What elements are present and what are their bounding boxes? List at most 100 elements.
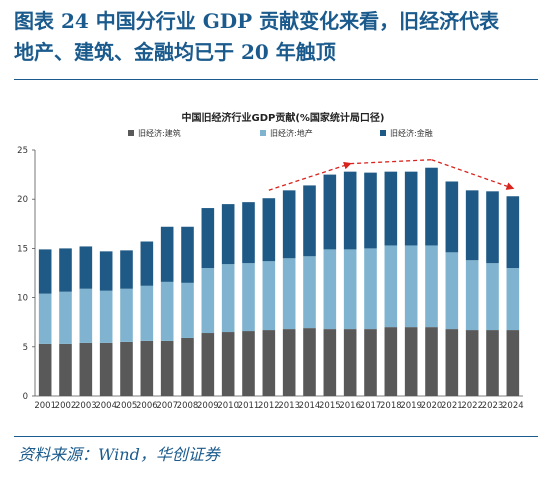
legend-swatch — [128, 130, 134, 136]
bar-segment-finance — [79, 246, 93, 289]
bar-segment-real-estate — [404, 245, 418, 328]
bar-segment-finance — [242, 202, 255, 264]
x-tick-label: 2004 — [95, 401, 117, 411]
bar-segment-real-estate — [99, 290, 113, 343]
bar-segment-real-estate — [262, 261, 276, 331]
bar-segment-finance — [465, 190, 479, 261]
x-tick-label: 2016 — [339, 401, 361, 411]
bar-segment-construction — [221, 332, 235, 396]
bar-segment-real-estate — [282, 258, 296, 330]
x-tick-label: 2019 — [400, 401, 422, 411]
x-tick-label: 2006 — [136, 401, 158, 411]
bar-segment-construction — [303, 328, 316, 396]
bar-segment-construction — [323, 329, 337, 396]
bar-segment-finance — [384, 171, 398, 246]
bar-segment-finance — [343, 171, 357, 250]
bar-segment-finance — [140, 241, 154, 286]
y-tick-label: 20 — [17, 195, 28, 205]
chart-title: 中国旧经济行业GDP贡献(%国家统计局口径) — [182, 111, 385, 124]
bar-segment-construction — [425, 327, 438, 396]
bar-segment-finance — [201, 208, 215, 269]
x-tick-label: 2024 — [502, 401, 524, 411]
bar-segment-real-estate — [79, 288, 93, 343]
x-tick-label: 2023 — [482, 401, 504, 411]
bar-segment-construction — [364, 329, 377, 396]
bar-segment-finance — [425, 167, 438, 246]
bar-segment-real-estate — [303, 256, 316, 329]
x-tick-label: 2020 — [421, 401, 443, 411]
x-tick-label: 2011 — [238, 401, 260, 411]
bar-segment-construction — [99, 342, 113, 396]
x-tick-label: 2003 — [75, 401, 97, 411]
x-tick-label: 2021 — [441, 401, 463, 411]
figure-title-line1: 图表 24 中国分行业 GDP 贡献变化来看，旧经济代表 — [14, 9, 500, 33]
x-tick-label: 2018 — [380, 401, 402, 411]
legend-label: 旧经济:地产 — [270, 128, 313, 138]
bar-segment-real-estate — [364, 248, 377, 330]
y-axis: 0 5 10 15 20 25 — [17, 146, 36, 402]
bar-segment-finance — [506, 196, 520, 269]
figure-title-line2: 地产、建筑、金融均已于 20 年触顶 — [14, 40, 336, 64]
bar-segment-construction — [38, 343, 52, 396]
bar-segment-construction — [262, 330, 276, 396]
source-divider — [14, 436, 538, 437]
bar-segment-construction — [343, 329, 357, 396]
trend-arrow-up — [268, 161, 352, 191]
chart-legend: 旧经济:建筑 旧经济:地产 旧经济:金融 — [128, 128, 433, 138]
bar-segment-real-estate — [181, 282, 194, 338]
bar-segment-real-estate — [323, 249, 337, 330]
x-tick-label: 2009 — [197, 401, 219, 411]
bar-segment-construction — [181, 337, 194, 396]
trend-arrow-down — [431, 159, 515, 190]
x-tick-label: 2008 — [177, 401, 199, 411]
y-tick-label: 5 — [23, 343, 28, 353]
figure-title: 图表 24 中国分行业 GDP 贡献变化来看，旧经济代表 地产、建筑、金融均已于… — [14, 6, 544, 68]
bar-segment-finance — [262, 198, 276, 262]
bar-segment-real-estate — [160, 281, 174, 341]
bar-segment-construction — [59, 343, 72, 396]
bar-segment-finance — [364, 172, 377, 249]
legend-label: 旧经济:金融 — [390, 128, 433, 138]
bar-segment-finance — [303, 185, 316, 257]
x-tick-label: 2010 — [217, 401, 239, 411]
bar-segment-real-estate — [242, 263, 255, 332]
bar-segment-construction — [242, 331, 255, 396]
bar-segment-real-estate — [38, 293, 52, 344]
bar-segment-finance — [38, 249, 52, 294]
bar-segment-real-estate — [506, 268, 520, 331]
y-tick-label: 15 — [17, 244, 28, 254]
bar-segment-construction — [384, 327, 398, 396]
title-divider — [14, 79, 538, 80]
bar-segment-real-estate — [343, 249, 357, 330]
x-tick-label: 2022 — [461, 401, 483, 411]
bar-segment-finance — [181, 226, 194, 283]
bar-segment-finance — [323, 174, 337, 250]
legend-label: 旧经济:建筑 — [138, 128, 181, 138]
bar-segment-construction — [140, 340, 154, 396]
bar-segment-finance — [59, 248, 72, 292]
x-axis: 2001200220032004200520062007200820092010… — [34, 395, 524, 411]
bar-segment-real-estate — [384, 245, 398, 328]
x-tick-label: 2012 — [258, 401, 280, 411]
bar-segment-real-estate — [201, 268, 215, 334]
bar-segment-construction — [79, 342, 93, 396]
bar-segment-finance — [221, 204, 235, 265]
bar-segment-real-estate — [445, 252, 459, 330]
bar-segment-finance — [99, 251, 113, 291]
bar-segment-real-estate — [465, 260, 479, 331]
bar-segment-construction — [404, 327, 418, 396]
bar-segment-real-estate — [221, 264, 235, 333]
bar-segment-construction — [486, 330, 499, 396]
bar-segment-finance — [120, 250, 133, 289]
bar-segment-real-estate — [59, 291, 72, 344]
bar-segment-construction — [506, 330, 520, 396]
x-tick-label: 2007 — [156, 401, 178, 411]
bar-segment-finance — [160, 226, 174, 282]
x-tick-label: 2015 — [319, 401, 341, 411]
bar-segment-finance — [445, 181, 459, 253]
bar-segment-finance — [486, 191, 499, 264]
x-tick-label: 2013 — [278, 401, 300, 411]
bar-segment-construction — [201, 333, 215, 396]
x-tick-label: 2005 — [116, 401, 138, 411]
